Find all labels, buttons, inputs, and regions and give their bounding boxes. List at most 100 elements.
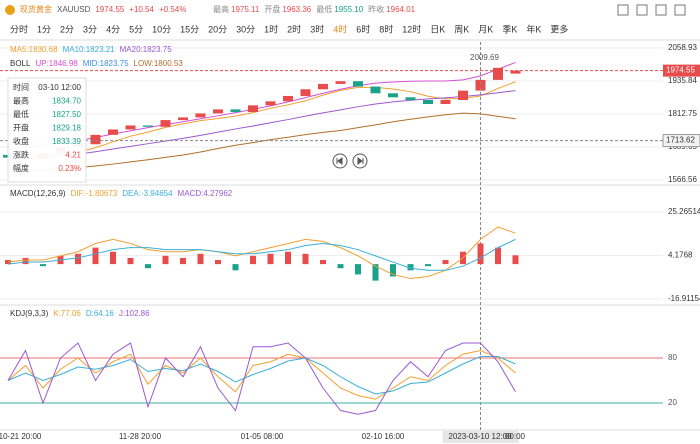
tooltip-label: 涨跌	[13, 150, 29, 160]
timeframe-tab[interactable]: 4分	[106, 24, 120, 34]
y-tick-label: -16.91154	[668, 294, 700, 303]
y-tick-label: 1566.56	[668, 175, 697, 184]
macd-bar	[495, 247, 501, 265]
next-icon	[357, 157, 364, 165]
candle	[335, 81, 346, 84]
macd-bar	[75, 253, 81, 265]
candle	[143, 125, 153, 127]
timeframe-tab[interactable]: 3分	[83, 24, 97, 34]
timeframe-tab[interactable]: 30分	[236, 24, 255, 34]
candle	[195, 113, 206, 118]
timeframe-tab[interactable]: 4时	[333, 23, 347, 34]
timeframe-tab[interactable]: 2时	[287, 23, 301, 34]
quote-text: 1974.55	[95, 5, 124, 14]
stat-label: 昨收	[368, 4, 384, 14]
crosshair-time-box	[442, 431, 519, 443]
timeframe-tab[interactable]: 月K	[478, 24, 493, 34]
annotation: 2009.69	[470, 53, 499, 62]
candle	[125, 125, 136, 130]
timeframe-tab[interactable]: 季K	[502, 23, 517, 34]
tool-icon[interactable]	[674, 4, 686, 16]
candle	[510, 70, 521, 74]
tooltip-value: 1834.70	[52, 97, 81, 106]
tooltip-value: 4.21	[65, 151, 81, 160]
x-tick-label: 11-28 20:00	[119, 432, 162, 441]
indicator-line	[7, 356, 516, 395]
macd-bar	[145, 264, 151, 269]
timeframe-tab[interactable]: 2分	[60, 24, 74, 34]
legend-item: J:102.86	[119, 309, 150, 318]
macd-bar	[5, 259, 11, 265]
last-price-label: 1974.55	[666, 66, 695, 75]
quote-text: +10.54	[129, 5, 154, 14]
timeframe-tab[interactable]: 1分	[37, 24, 51, 34]
macd-bar	[477, 243, 484, 265]
last-price-box	[663, 64, 700, 77]
timeframe-tab[interactable]: 周K	[454, 24, 469, 34]
indicator-line	[7, 349, 516, 400]
timeframe-tab[interactable]: 5分	[129, 24, 143, 34]
timeframe-tab[interactable]: 20分	[208, 24, 227, 34]
quote-text: 现货黄金	[20, 4, 52, 14]
macd-bar	[442, 259, 449, 265]
candle	[405, 97, 416, 100]
tooltip-box	[7, 77, 87, 183]
timeframe-tab[interactable]: 1时	[264, 23, 278, 34]
timeframe-tab[interactable]: 更多	[550, 23, 568, 34]
timeframe-tab[interactable]: 3时	[310, 23, 324, 34]
macd-bar	[337, 264, 344, 269]
x-tick-label: 10-21 20:00	[0, 432, 42, 441]
timeframe-tab[interactable]: 年K	[526, 23, 541, 34]
y-tick-label: 25.26514	[668, 207, 700, 216]
legend-item: MA5:1830.68	[10, 45, 58, 54]
x-tick-label: 01-05 08:00	[241, 432, 284, 441]
legend-item: MID:1823.75	[83, 59, 129, 68]
macd-bar	[320, 259, 326, 265]
indicator-line	[7, 342, 516, 415]
macd-bar	[285, 251, 291, 265]
timeframe-tab[interactable]: 6时	[356, 23, 370, 34]
timeframe-tab[interactable]: 12时	[402, 23, 421, 34]
timeframe-tab[interactable]: 日K	[430, 24, 445, 34]
candle	[423, 99, 433, 105]
macd-bar	[250, 255, 256, 265]
tooltip-value: 1829.18	[52, 124, 81, 133]
macd-bar	[197, 253, 204, 265]
y-tick-label: 20	[668, 398, 677, 407]
tool-icon[interactable]	[655, 4, 667, 16]
legend-item: UP:1846.98	[35, 59, 78, 68]
macd-bar	[22, 257, 29, 265]
quote-text: XAUUSD	[57, 5, 91, 14]
timeframe-tab[interactable]: 分时	[10, 23, 28, 34]
tool-icon[interactable]	[636, 4, 648, 16]
stat-label: 最高	[213, 4, 229, 14]
candle	[178, 117, 188, 121]
legend-item: MA20:1823.75	[120, 45, 173, 54]
legend-item: BOLL	[10, 59, 31, 68]
candle	[300, 89, 311, 96]
macd-bar	[92, 247, 99, 265]
candle	[370, 86, 381, 94]
candle	[493, 67, 503, 80]
y-tick-label: 2058.93	[668, 43, 697, 52]
stat-label: 最低	[316, 4, 332, 14]
macd-bar	[302, 253, 309, 265]
tooltip-value: 1827.50	[52, 110, 81, 119]
toolbar-icons[interactable]	[617, 4, 686, 16]
timeframe-tab[interactable]: 15分	[180, 24, 199, 34]
tooltip-label: 最低	[13, 109, 29, 119]
legend-item: MACD:4.27962	[178, 189, 233, 198]
timeframe-tab[interactable]: 10分	[152, 24, 171, 34]
indicator-line	[7, 90, 516, 161]
candle	[213, 109, 223, 114]
logo-icon	[5, 5, 15, 15]
tool-icon[interactable]	[617, 4, 629, 16]
timeframe-tab[interactable]: 8时	[379, 23, 393, 34]
nav-buttons[interactable]	[332, 153, 368, 169]
candle	[160, 120, 171, 127]
legend-item: MA10:1823.21	[63, 45, 116, 54]
y-tick-label: 4.1768	[668, 251, 693, 260]
indicator-line	[7, 112, 516, 173]
